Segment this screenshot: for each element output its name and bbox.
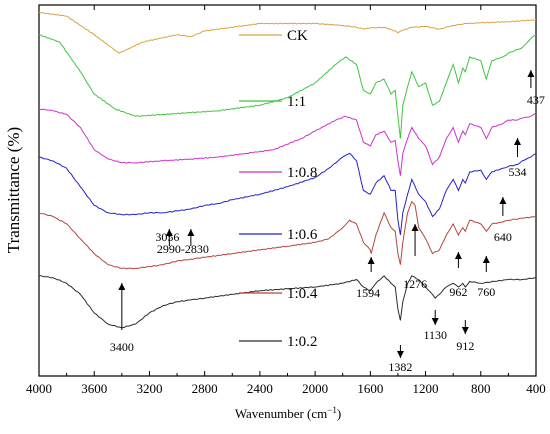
legend-label-5: 1:0.2	[287, 334, 317, 350]
anno-label-1276: 1276	[403, 277, 427, 291]
x-axis-ticks: 4000 3600 3200 2800 2400 2000 1600 1200 800 400	[26, 5, 546, 396]
anno-arrow-head-437	[527, 70, 535, 77]
anno-arrow-head-1276	[411, 224, 419, 231]
anno-arrow-head-3056	[165, 229, 173, 236]
series-line-1-1	[38, 34, 537, 139]
anno-label-3056: 3056	[155, 230, 179, 244]
series-line-1-0-2	[38, 275, 537, 329]
anno-arrow-head-1130	[431, 318, 439, 325]
anno-arrow-head-640	[499, 197, 507, 204]
series-line-1-0-6	[38, 152, 537, 236]
anno-arrow-head-3400	[118, 283, 126, 290]
anno-arrow-head-2990-2830	[187, 229, 195, 236]
legend: CK 1:1 1:0.8 1:0.6 1:0.4 1:0.2	[239, 28, 318, 350]
legend-label-2: 1:0.8	[287, 165, 317, 181]
x-tick-label-2400: 2400	[247, 381, 273, 396]
legend-label-4: 1:0.4	[287, 286, 318, 302]
legend-label-1: 1:1	[287, 94, 306, 110]
anno-label-760: 760	[477, 285, 495, 299]
anno-label-962: 962	[449, 285, 467, 299]
plot-frame	[38, 4, 537, 377]
x-axis-title: Wavenumber (cm−1)	[235, 405, 341, 421]
anno-label-1382: 1382	[388, 360, 412, 374]
anno-arrow-head-912	[461, 327, 469, 334]
anno-label-3400: 3400	[110, 340, 134, 354]
series-line-1-0-8	[38, 108, 537, 176]
anno-label-2990-2830: 2990-2830	[157, 242, 209, 256]
anno-label-534: 534	[509, 165, 527, 179]
x-tick-label-800: 800	[471, 381, 491, 396]
anno-arrow-head-1382	[396, 351, 404, 358]
legend-label-0: CK	[287, 28, 308, 44]
anno-label-640: 640	[494, 230, 512, 244]
x-tick-label-3600: 3600	[81, 381, 107, 396]
legend-label-3: 1:0.6	[287, 227, 318, 243]
anno-arrow-head-760	[482, 256, 490, 263]
x-tick-label-2000: 2000	[302, 381, 328, 396]
x-tick-label-4000: 4000	[26, 381, 52, 396]
series-line-1-0-4	[38, 200, 537, 270]
anno-arrow-head-962	[454, 252, 462, 259]
anno-label-912: 912	[456, 339, 474, 353]
x-tick-label-1600: 1600	[357, 381, 383, 396]
x-tick-label-400: 400	[526, 381, 546, 396]
x-tick-label-3200: 3200	[136, 381, 162, 396]
anno-label-1130: 1130	[423, 328, 447, 342]
anno-label-437: 437	[527, 93, 545, 107]
x-tick-label-2800: 2800	[192, 381, 218, 396]
anno-arrow-head-1594	[367, 257, 375, 264]
series-layer	[38, 11, 537, 329]
anno-arrow-head-534	[514, 138, 522, 145]
series-line-CK	[38, 11, 537, 54]
anno-label-1594: 1594	[356, 286, 380, 300]
x-tick-label-1200: 1200	[413, 381, 439, 396]
y-axis-title: Transmittance (%)	[4, 127, 23, 253]
